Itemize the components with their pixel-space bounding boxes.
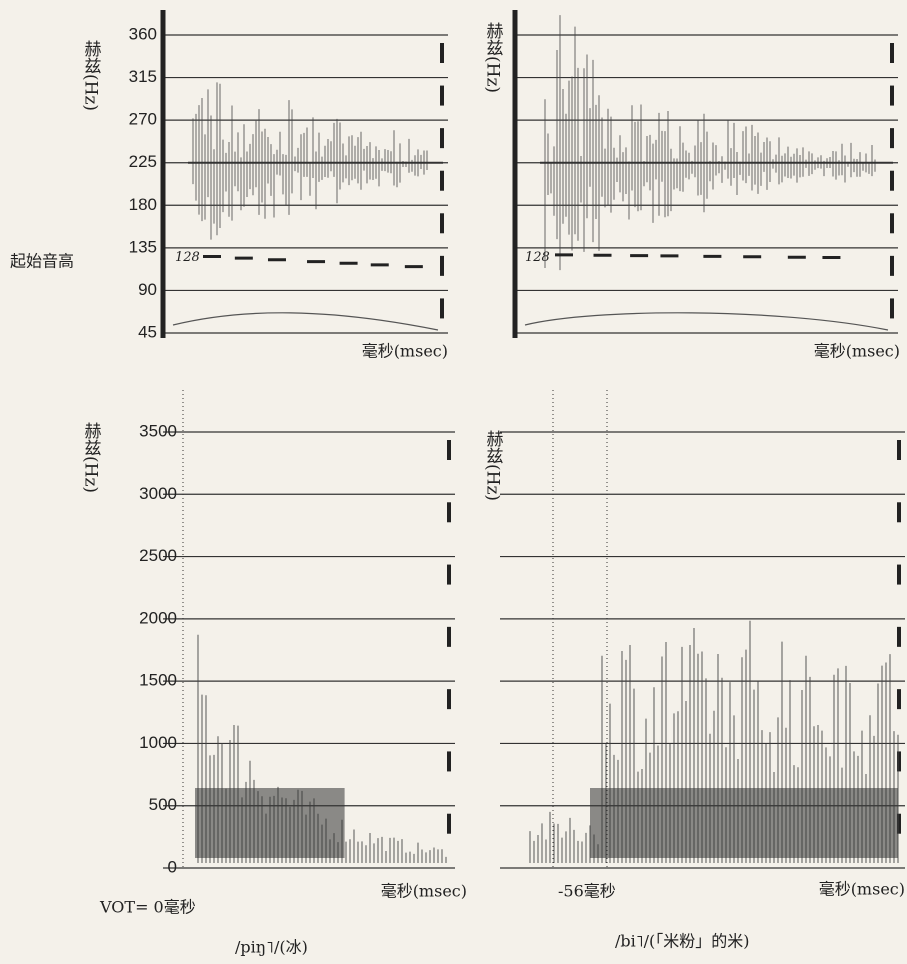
amplitude-contour — [173, 313, 438, 330]
y-tick-label: 1000 — [139, 733, 177, 752]
y-tick-label: 45 — [138, 322, 157, 341]
x-axis-label: 毫秒(msec) — [819, 880, 905, 899]
y-tick-label: 3500 — [139, 421, 177, 440]
y-axis-label: 赫兹(Hz) — [81, 422, 102, 493]
y-tick-label: 315 — [129, 67, 157, 86]
side-label: 起始音高 — [10, 252, 74, 271]
energy-band — [195, 788, 345, 858]
annotation: 128 — [525, 250, 550, 265]
energy-band — [590, 788, 898, 858]
caption: /piŋ˥/(冰) — [235, 938, 308, 957]
y-tick-label: 1500 — [139, 671, 177, 690]
y-tick-label: 90 — [138, 280, 157, 299]
y-tick-label: 500 — [149, 795, 177, 814]
y-tick-label: 180 — [129, 195, 157, 214]
amplitude-contour — [525, 313, 888, 330]
y-axis-label: 赫兹(Hz) — [81, 40, 102, 111]
x-axis-label: 毫秒(msec) — [381, 882, 467, 901]
figure: 45 90 135 180 225 270 315 360 128 赫兹(Hz) 毫秒(msec) 1… — [0, 0, 907, 964]
y-tick-label: 270 — [129, 110, 157, 129]
y-tick-label: 0 — [168, 857, 177, 876]
note: -56毫秒 — [558, 882, 616, 901]
caption: /bi˥/(「米粉」的米) — [615, 932, 750, 951]
y-tick-label: 2500 — [139, 546, 177, 565]
x-axis-label: 毫秒(msec) — [814, 342, 900, 361]
annotation: 128 — [175, 250, 200, 265]
page: 45 90 135 180 225 270 315 360 128 赫兹(Hz) 毫秒(msec) 1… — [0, 0, 907, 964]
note: VOT= 0毫秒 — [99, 898, 196, 917]
y-tick-label: 225 — [129, 152, 157, 171]
y-tick-label: 2000 — [139, 608, 177, 627]
y-axis-label: 赫兹(Hz) — [483, 430, 504, 501]
x-axis-label: 毫秒(msec) — [362, 342, 448, 361]
y-tick-label: 3000 — [139, 484, 177, 503]
y-tick-label: 360 — [129, 24, 157, 43]
y-axis-label: 赫兹(Hz) — [483, 22, 504, 93]
y-tick-label: 135 — [129, 237, 157, 256]
